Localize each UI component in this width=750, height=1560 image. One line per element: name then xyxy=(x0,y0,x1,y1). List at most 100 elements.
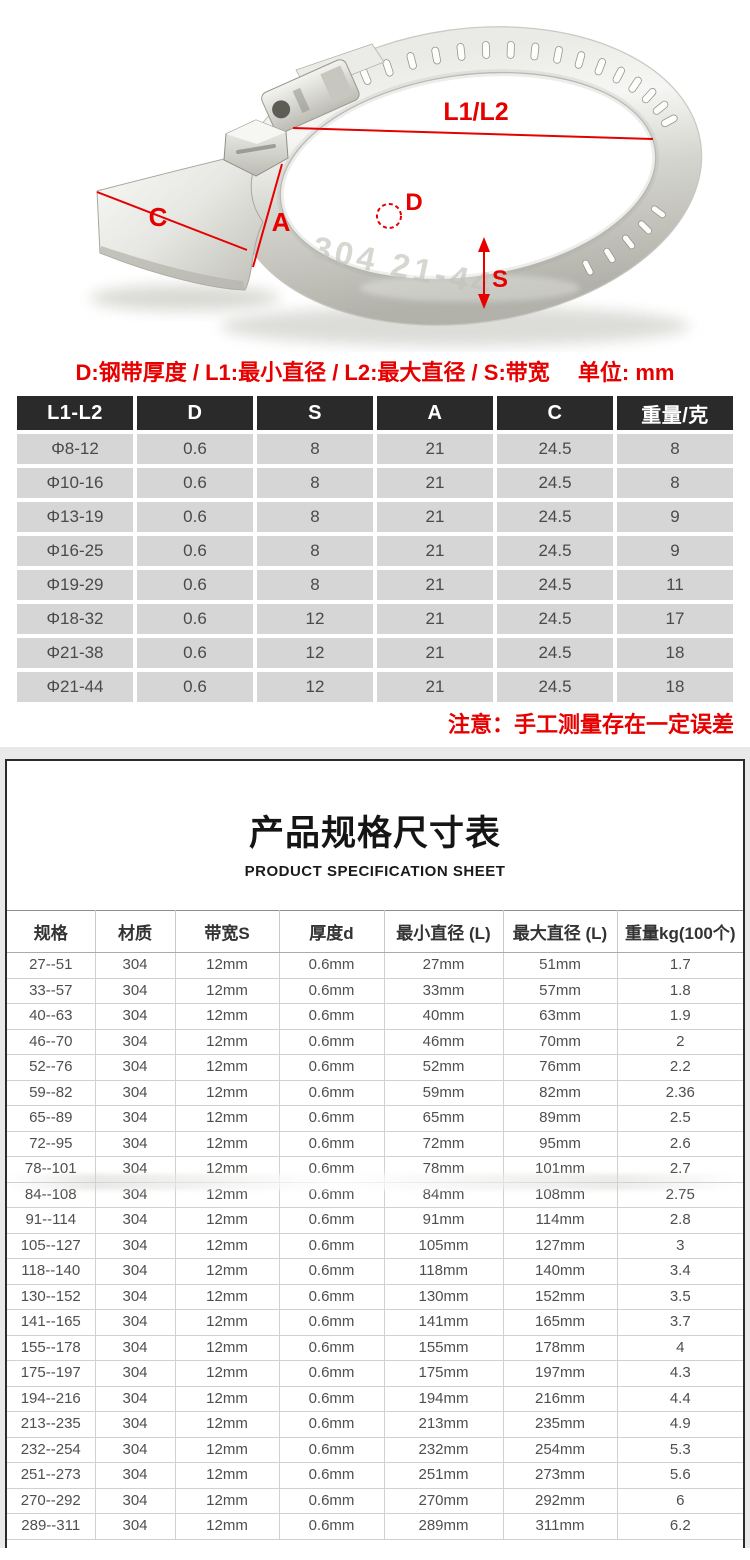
table-cell: 21 xyxy=(377,502,493,532)
band-slot xyxy=(553,46,563,64)
table-cell: Φ13-19 xyxy=(17,502,133,532)
table-cell: 304 xyxy=(95,1054,176,1081)
table-cell: 12mm xyxy=(175,1131,280,1157)
table-cell: 304 xyxy=(95,1003,176,1030)
table-cell: 24.5 xyxy=(497,638,613,668)
table-cell: 155mm xyxy=(384,1335,504,1361)
table-cell: 105mm xyxy=(384,1233,504,1259)
table-cell: 273mm xyxy=(503,1462,618,1489)
table-cell: 2.6 xyxy=(617,1131,743,1157)
table-cell: 140mm xyxy=(503,1258,618,1285)
table-cell: 12mm xyxy=(175,1003,280,1030)
table-cell: 78mm xyxy=(384,1156,504,1183)
table-cell: 0.6 xyxy=(137,434,253,464)
table-cell: 304 xyxy=(95,1335,176,1361)
table-cell: 304 xyxy=(95,1207,176,1234)
column-header: 重量kg(100个) xyxy=(617,910,743,953)
table-cell: 0.6 xyxy=(137,638,253,668)
table-cell: 0.6 xyxy=(137,502,253,532)
table-cell: 141mm xyxy=(384,1309,504,1336)
table-cell: 12mm xyxy=(175,1462,280,1489)
spec-sheet-wrap: 产品规格尺寸表 PRODUCT SPECIFICATION SHEET 规格 材质… xyxy=(0,747,750,1548)
table-cell: 9 xyxy=(617,536,733,566)
table-cell: 2.5 xyxy=(617,1105,743,1132)
table-cell: 12mm xyxy=(175,1411,280,1438)
table-cell: 304 xyxy=(95,1513,176,1540)
table-cell: 51mm xyxy=(503,952,618,979)
table-cell: 46--70 xyxy=(7,1029,96,1055)
table-cell: 12mm xyxy=(175,1258,280,1285)
wing-edge xyxy=(100,246,245,290)
table-cell: 0.6 xyxy=(137,672,253,702)
table-cell: 24.5 xyxy=(497,672,613,702)
screw-housing xyxy=(261,59,360,134)
table-row: Φ21-38 0.6 12 21 24.5 18 xyxy=(17,638,733,668)
a-dimension-line xyxy=(252,163,283,268)
table-cell: 2.7 xyxy=(617,1156,743,1183)
table-cell: 270mm xyxy=(384,1488,504,1514)
table-row: 59--82 304 12mm 0.6mm 59mm 82mm 2.36 xyxy=(7,1080,743,1106)
table-cell: 12mm xyxy=(175,952,280,979)
table-row: 175--197 304 12mm 0.6mm 175mm 197mm 4.3 xyxy=(7,1360,743,1387)
table-cell: 2.75 xyxy=(617,1182,743,1208)
table-cell: 304 xyxy=(95,1182,176,1208)
table-cell: 0.6mm xyxy=(279,1003,385,1030)
band-slot xyxy=(406,52,417,70)
table-cell: 27mm xyxy=(384,952,504,979)
column-header: S xyxy=(257,396,373,430)
table-cell: 0.6 xyxy=(137,536,253,566)
table-cell: 304 xyxy=(95,978,176,1004)
table-cell: 21 xyxy=(377,536,493,566)
table-row: 78--101 304 12mm 0.6mm 78mm 101mm 2.7 xyxy=(7,1156,743,1183)
band-slot xyxy=(612,66,625,84)
table-cell: 304 xyxy=(95,1360,176,1387)
table-cell: 27--51 xyxy=(7,952,96,979)
table-cell: 194mm xyxy=(384,1386,504,1412)
table-cell: 12 xyxy=(257,638,373,668)
c-dimension-line xyxy=(96,191,248,251)
table-row: 194--216 304 12mm 0.6mm 194mm 216mm 4.4 xyxy=(7,1386,743,1412)
table-cell: 232mm xyxy=(384,1437,504,1463)
table-cell: 84mm xyxy=(384,1182,504,1208)
table-cell: 8 xyxy=(257,502,373,532)
table-row: 130--152 304 12mm 0.6mm 130mm 152mm 3.5 xyxy=(7,1284,743,1310)
table-cell: 0.6mm xyxy=(279,1335,385,1361)
table-cell: 0.6mm xyxy=(279,1309,385,1336)
table-cell: Φ18-32 xyxy=(17,604,133,634)
sheet-subtitle: PRODUCT SPECIFICATION SHEET xyxy=(244,863,506,880)
column-header: 重量/克 xyxy=(617,396,733,430)
table-cell: 40mm xyxy=(384,1003,504,1030)
table-cell: 3.7 xyxy=(617,1309,743,1336)
band-slot xyxy=(594,58,606,76)
table-row: 232--254 304 12mm 0.6mm 232mm 254mm 5.3 xyxy=(7,1437,743,1463)
table-cell: 12mm xyxy=(175,1335,280,1361)
table-cell: 12mm xyxy=(175,1386,280,1412)
table-cell: 24.5 xyxy=(497,468,613,498)
spec-table-body: 27--51 304 12mm 0.6mm 27mm 51mm 1.7 33--57 304 12… xyxy=(7,952,743,1540)
table-cell: 289--311 xyxy=(7,1513,96,1540)
table-cell: 78--101 xyxy=(7,1156,96,1183)
table-cell: 5.3 xyxy=(617,1437,743,1463)
band-slot xyxy=(506,40,515,59)
table-cell: Φ21-38 xyxy=(17,638,133,668)
table-cell: 59mm xyxy=(384,1080,504,1106)
column-header: 厚度d xyxy=(279,910,385,953)
table-row: 72--95 304 12mm 0.6mm 72mm 95mm 2.6 xyxy=(7,1131,743,1157)
wing-handle xyxy=(96,149,264,291)
table-row: 46--70 304 12mm 0.6mm 46mm 70mm 2 xyxy=(7,1029,743,1055)
band-slot xyxy=(651,205,666,219)
table-cell: 0.6 xyxy=(137,604,253,634)
table-cell: 0.6mm xyxy=(279,952,385,979)
table-cell: 304 xyxy=(95,1284,176,1310)
table-cell: 0.6mm xyxy=(279,1462,385,1489)
table-row: Φ19-29 0.6 8 21 24.5 11 xyxy=(17,570,733,600)
table-row: 289--311 304 12mm 0.6mm 289mm 311mm 6.2 xyxy=(7,1513,743,1540)
table-cell: 304 xyxy=(95,1462,176,1489)
s-arrow-up-icon xyxy=(478,237,490,252)
hex-screw xyxy=(223,119,289,177)
table-cell: 4 xyxy=(617,1335,743,1361)
table-cell: 12 xyxy=(257,604,373,634)
table-cell: 12mm xyxy=(175,978,280,1004)
table-cell: 0.6mm xyxy=(279,1131,385,1157)
table-cell: 91--114 xyxy=(7,1207,96,1234)
